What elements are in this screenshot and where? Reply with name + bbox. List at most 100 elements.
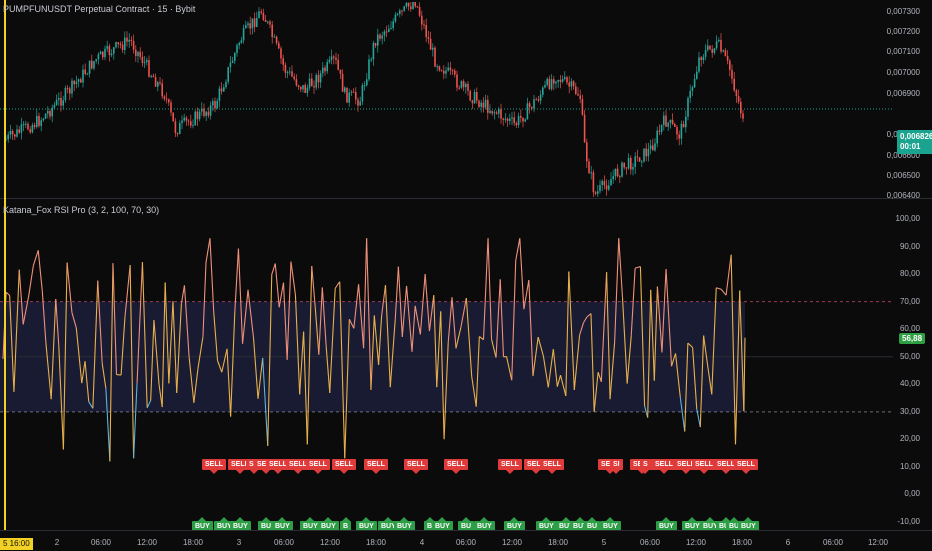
- candle-body: [188, 121, 190, 122]
- candle-body: [267, 22, 269, 23]
- candle-body: [263, 13, 265, 20]
- candle-body: [705, 50, 707, 57]
- candle-body: [25, 124, 27, 125]
- candle-body: [93, 61, 95, 68]
- candle-body: [186, 118, 188, 121]
- candle-body: [423, 24, 425, 25]
- indicator-title[interactable]: Katana_Fox RSI Pro (3, 2, 100, 70, 30): [3, 205, 159, 215]
- time-axis-label: 12:00: [686, 538, 706, 547]
- candle-body: [157, 82, 159, 87]
- rsi-axis-label: 70,00: [900, 297, 920, 306]
- candle-body: [192, 125, 194, 126]
- candle-body: [445, 71, 447, 74]
- candle-body: [179, 123, 181, 134]
- candle-body: [617, 169, 619, 177]
- time-axis-label: 3: [237, 538, 241, 547]
- candle-body: [716, 41, 718, 48]
- candle-body: [40, 120, 42, 126]
- candle-body: [67, 88, 69, 89]
- candle-body: [366, 79, 368, 85]
- sell-signal-label: SELL: [404, 459, 428, 470]
- candle-body: [137, 52, 139, 56]
- candle-body: [353, 92, 355, 93]
- candle-body: [368, 59, 370, 79]
- candle-body: [467, 84, 469, 91]
- symbol-title[interactable]: PUMPFUNUSDT Perpetual Contract · 15 · By…: [3, 4, 195, 14]
- candle-body: [21, 124, 23, 132]
- rsi-line-segment: [716, 288, 721, 290]
- candle-body: [210, 105, 212, 115]
- candle-body: [645, 148, 647, 156]
- candle-body: [65, 88, 67, 100]
- candle-body: [582, 99, 584, 115]
- candle-body: [359, 102, 361, 106]
- candle-body: [623, 163, 625, 168]
- candle-body: [109, 46, 111, 55]
- candle-body: [199, 111, 201, 119]
- candle-body: [258, 11, 260, 18]
- candle-body: [282, 58, 284, 64]
- candle-body: [166, 99, 168, 100]
- crosshair-date-label: 5 16:00: [0, 538, 33, 550]
- price-axis-label: 0,006500: [887, 171, 920, 180]
- rsi-line-segment: [272, 263, 276, 274]
- candle-body: [740, 102, 742, 114]
- candle-body: [148, 60, 150, 77]
- candle-body: [230, 63, 232, 67]
- candle-body: [643, 148, 645, 161]
- candle-body: [348, 93, 350, 103]
- candle-body: [150, 76, 152, 77]
- candle-body: [133, 41, 135, 50]
- candle-body: [252, 18, 254, 28]
- candle-body: [392, 21, 394, 28]
- candle-body: [351, 92, 353, 93]
- candle-body: [214, 101, 216, 108]
- candle-body: [10, 131, 12, 135]
- candle-body: [71, 81, 73, 94]
- candle-body: [498, 109, 500, 114]
- candle-body: [223, 87, 225, 91]
- time-axis-label: 06:00: [823, 538, 843, 547]
- rsi-line-segment: [275, 263, 279, 307]
- rsi-axis-label: 60,00: [900, 324, 920, 333]
- candle-body: [254, 18, 256, 27]
- candle-body: [227, 67, 229, 82]
- candle-body: [177, 133, 179, 134]
- rsi-axis-label: 10,00: [900, 462, 920, 471]
- candle-body: [518, 116, 520, 125]
- candle-body: [260, 11, 262, 12]
- candle-body: [362, 85, 364, 101]
- candle-body: [346, 88, 348, 103]
- time-axis-label: 5: [602, 538, 606, 547]
- candle-body: [311, 79, 313, 86]
- candle-body: [619, 176, 621, 177]
- candle-body: [58, 98, 60, 100]
- candle-body: [476, 92, 478, 101]
- candle-body: [564, 77, 566, 79]
- time-axis-label: 18:00: [548, 538, 568, 547]
- crosshair-vertical-line: [4, 0, 6, 538]
- candle-body: [586, 142, 588, 161]
- rsi-axis-label: 50,00: [900, 352, 920, 361]
- time-axis-label: 18:00: [732, 538, 752, 547]
- rsi-line-segment: [29, 265, 34, 297]
- candle-body: [219, 89, 221, 101]
- candle-body: [69, 88, 71, 93]
- candle-body: [711, 49, 713, 53]
- candle-body: [727, 56, 729, 61]
- candle-body: [452, 70, 454, 71]
- candle-body: [172, 113, 174, 122]
- candle-body: [274, 37, 276, 38]
- candle-body: [408, 3, 410, 7]
- candle-body: [205, 112, 207, 116]
- candle-body: [49, 111, 51, 116]
- candle-body: [95, 59, 97, 61]
- candle-body: [309, 79, 311, 88]
- candle-body: [410, 7, 412, 9]
- candle-body: [709, 46, 711, 50]
- rsi-line-segment: [726, 255, 731, 295]
- candle-body: [146, 60, 148, 62]
- candle-body: [560, 80, 562, 82]
- rsi-axis-label: 100,00: [896, 214, 920, 223]
- candle-body: [656, 131, 658, 144]
